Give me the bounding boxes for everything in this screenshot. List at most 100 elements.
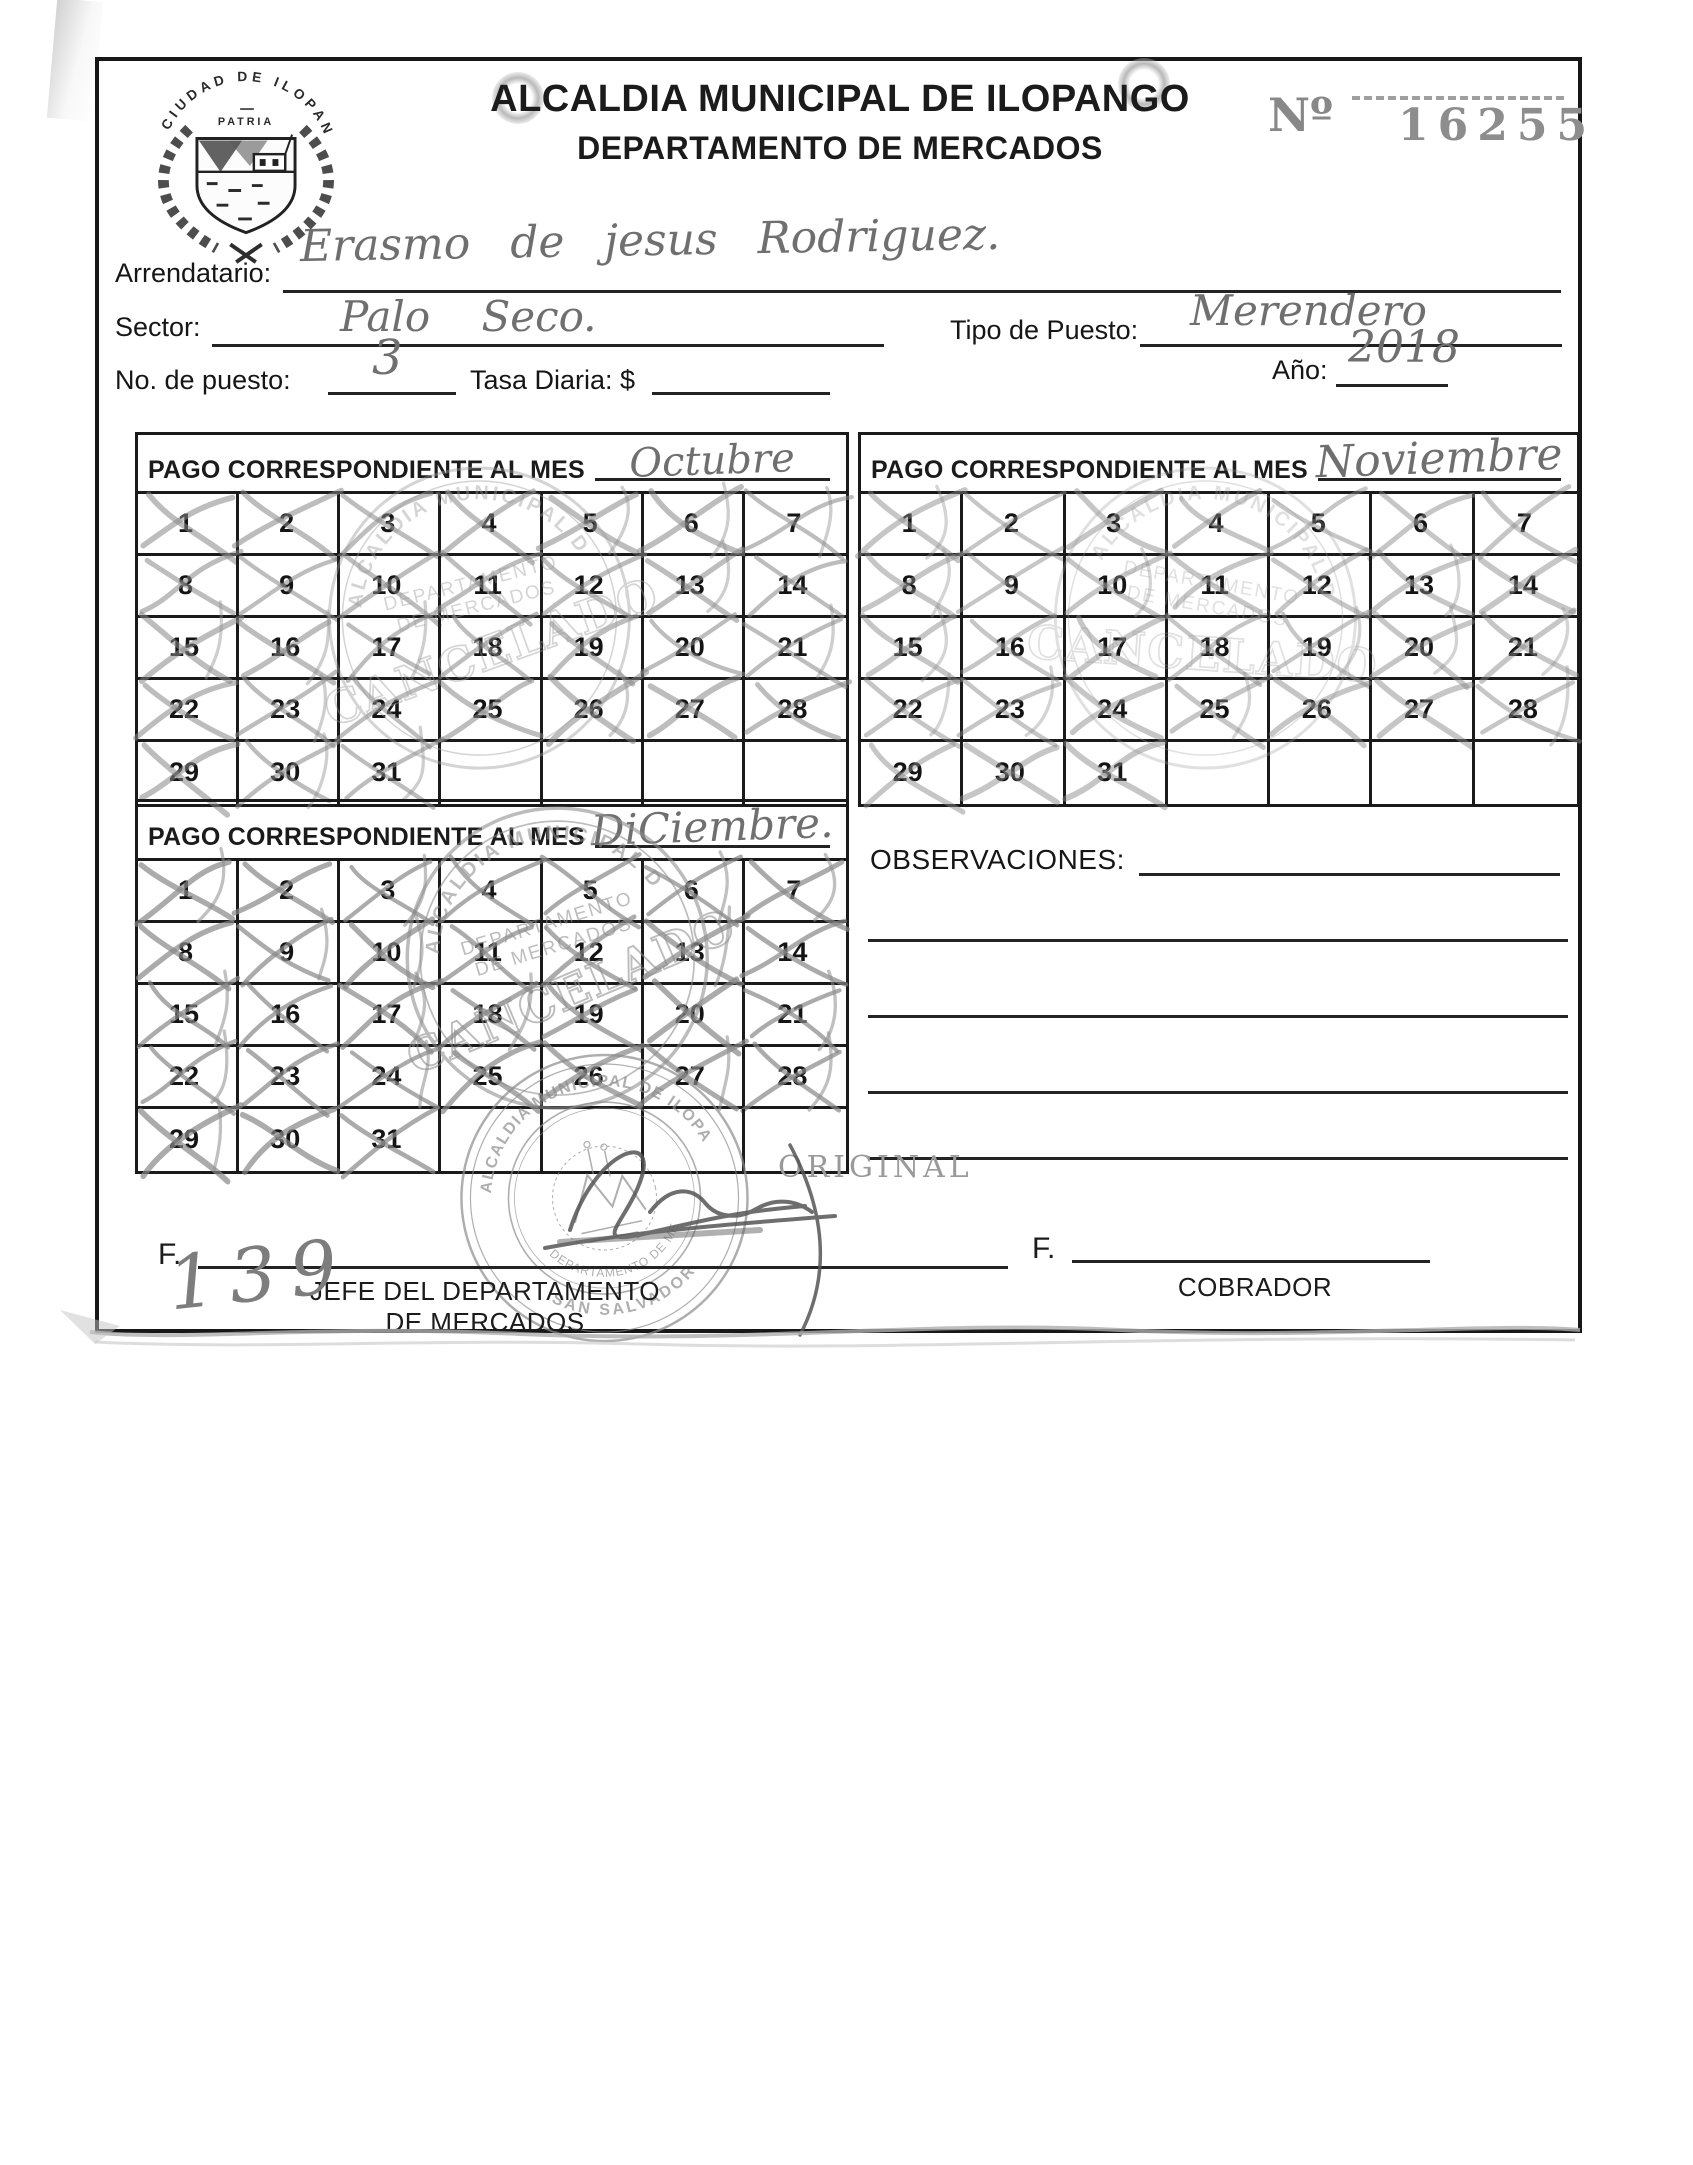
day-cell: 8 (136, 919, 240, 992)
day-cell: 12 (540, 551, 647, 621)
day-cell (441, 742, 543, 804)
day-number: 29 (892, 756, 923, 787)
observations-section: OBSERVACIONES: (858, 799, 1574, 1160)
day-cell: 5 (535, 485, 644, 556)
day-cell: 10 (334, 550, 443, 628)
day-number: 11 (1200, 569, 1229, 600)
day-number: 29 (169, 1123, 200, 1154)
day-number: 13 (674, 936, 705, 967)
day-number: 16 (270, 998, 301, 1029)
day-number: 31 (371, 756, 402, 787)
day-number: 3 (380, 874, 396, 905)
logo-motto: PATRIA (218, 116, 274, 128)
day-number: 22 (169, 1060, 200, 1091)
day-cell: 11 (434, 923, 543, 994)
day-cell: 23 (239, 1041, 341, 1119)
month-header-label: PAGO CORRESPONDIENTE AL MES (871, 456, 1308, 484)
day-number: 12 (573, 936, 604, 967)
day-cell: 28 (1474, 665, 1582, 747)
staple-glare-right (1118, 58, 1170, 110)
day-number: 5 (582, 874, 598, 905)
day-number: 21 (777, 631, 808, 662)
right-signature-line (1072, 1230, 1430, 1263)
sector-value: Palo Seco. (340, 292, 597, 341)
day-cell: 17 (1065, 612, 1171, 680)
observations-line-2 (868, 1015, 1568, 1018)
staple-glare-left (492, 72, 544, 124)
day-number: 20 (674, 998, 705, 1029)
month-block-diciembre: PAGO CORRESPONDIENTE AL MES DiCiembre. 1… (134, 798, 850, 1185)
day-number: 6 (683, 874, 699, 905)
arrendatario-line (283, 258, 1561, 293)
observations-line-1 (868, 939, 1568, 942)
day-cell: 18 (437, 611, 543, 683)
day-number: 27 (1404, 693, 1435, 724)
day-cell: 14 (1474, 546, 1578, 618)
month-name-line: DiCiembre. (590, 798, 834, 855)
day-cell: 23 (234, 669, 341, 749)
day-cell (745, 742, 846, 804)
day-cell: 1 (855, 484, 968, 564)
day-number: 22 (892, 693, 923, 724)
day-number: 19 (1301, 631, 1332, 662)
day-number: 24 (1097, 693, 1128, 724)
day-cell: 27 (636, 1035, 749, 1112)
day-number: 10 (371, 936, 402, 967)
day-cell: 21 (741, 603, 848, 690)
day-number: 25 (472, 1060, 503, 1091)
day-cell: 3 (1065, 487, 1169, 556)
day-cell: 13 (1367, 543, 1478, 618)
day-number: 23 (270, 693, 301, 724)
day-number: 5 (1310, 507, 1326, 538)
day-number: 9 (1003, 569, 1019, 600)
day-cell: 6 (643, 850, 745, 928)
month-name-diciembre: DiCiembre. (590, 797, 835, 856)
day-number: 15 (169, 631, 200, 662)
day-cell: 4 (437, 488, 543, 566)
day-cell: 5 (539, 852, 644, 930)
day-number: 24 (371, 693, 402, 724)
day-cell: 26 (1269, 676, 1373, 749)
day-number: 21 (1507, 631, 1538, 662)
day-number: 2 (279, 874, 295, 905)
day-cell: 18 (437, 972, 543, 1052)
day-cell: 5 (1266, 486, 1375, 556)
day-number: 12 (1301, 569, 1332, 600)
municipal-coat-of-arms-icon: CIUDAD DE ILOPANGO PATRIA (138, 60, 354, 266)
day-number: 23 (994, 693, 1025, 724)
day-cell: 10 (1063, 547, 1173, 622)
tipo-puesto-label: Tipo de Puesto: (950, 315, 1139, 345)
day-cell: 31 (339, 1105, 442, 1180)
day-cell: 12 (539, 914, 644, 992)
day-cell: 25 (1167, 671, 1273, 751)
day-cell: 15 (859, 606, 964, 685)
day-number: 1 (178, 874, 194, 905)
day-number: 7 (786, 507, 802, 538)
sector-line (212, 310, 884, 347)
day-number: 6 (683, 507, 699, 538)
day-cell: 25 (439, 1039, 543, 1115)
month-name-line: Octubre (594, 435, 830, 487)
day-number: 25 (472, 693, 503, 724)
day-number: 9 (279, 936, 295, 967)
day-number: 25 (1199, 693, 1230, 724)
month-name-line: Noviembre (1315, 429, 1564, 489)
day-cell: 22 (861, 672, 964, 750)
day-number: 23 (270, 1060, 301, 1091)
day-cell: 29 (138, 1097, 244, 1185)
day-number: 11 (473, 936, 502, 967)
day-number: 26 (573, 1060, 604, 1091)
day-cell: 24 (334, 674, 442, 750)
day-cell: 17 (337, 971, 445, 1055)
day-number: 26 (573, 693, 604, 724)
month-header: PAGO CORRESPONDIENTE AL MES DiCiembre. (138, 798, 846, 861)
anio-value: 2018 (1348, 322, 1460, 373)
day-number: 28 (777, 693, 808, 724)
day-number: 28 (777, 1060, 808, 1091)
day-number: 29 (169, 756, 200, 787)
tipo-puesto-value: Merendero (1190, 286, 1427, 335)
day-number: 13 (674, 569, 705, 600)
day-cell: 6 (1367, 490, 1476, 562)
day-cell: 1 (134, 847, 240, 927)
